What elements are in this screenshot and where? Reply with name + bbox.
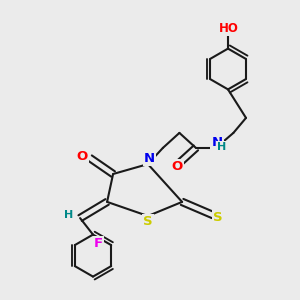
Text: HO: HO [219,22,239,35]
Text: F: F [94,237,103,250]
Text: H: H [64,209,73,220]
Text: H: H [217,142,226,152]
Text: S: S [143,215,153,228]
Text: S: S [213,211,222,224]
Text: O: O [171,160,183,173]
Text: N: N [211,136,223,149]
Text: O: O [77,150,88,163]
Text: N: N [144,152,155,165]
